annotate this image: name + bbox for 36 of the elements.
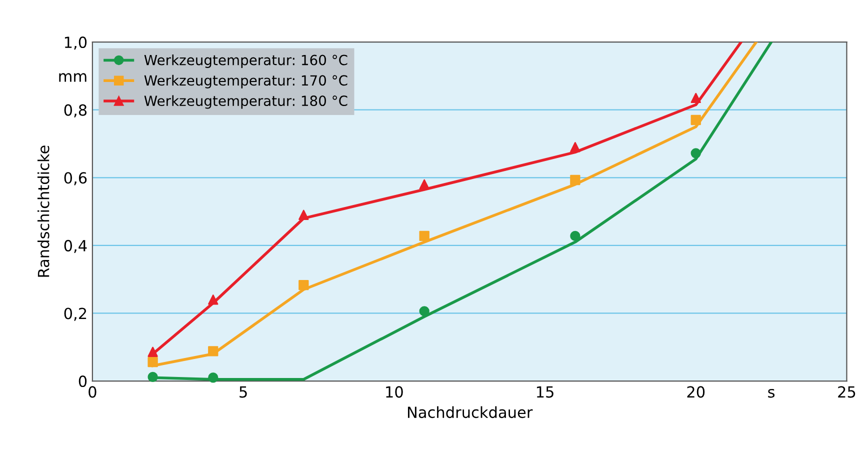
point (570, 230, 580, 242)
x-tick-label: 25 (838, 386, 856, 398)
y-tick-label: 0,6 (64, 172, 87, 186)
point (570, 174, 580, 186)
point (148, 346, 158, 357)
x-tick-label: 20 (687, 386, 705, 398)
x-tick-label: 0 (88, 386, 96, 398)
y-tick-label: 0 (78, 376, 87, 388)
legend-label: Werkzeugtemperatur: 160 °C (144, 54, 348, 68)
legend-label: Werkzeugtemperatur: 170 °C (144, 74, 348, 88)
point (208, 372, 218, 383)
point (148, 372, 158, 382)
y-tick-label: mm (59, 73, 86, 82)
point (690, 148, 701, 158)
x-tick-label: 15 (536, 386, 554, 398)
point (419, 179, 430, 190)
x-tick-label: 10 (386, 386, 403, 398)
point (690, 92, 701, 104)
y-tick-label: 1,0 (64, 36, 87, 50)
point (690, 114, 701, 126)
y-axis-title: Randschichtdicke (37, 146, 50, 277)
legend-label: Werkzeugtemperatur: 180 °C (144, 95, 348, 109)
point (298, 280, 309, 290)
point (208, 346, 218, 356)
point (208, 294, 218, 305)
point (570, 142, 580, 152)
point (419, 230, 430, 242)
point (298, 210, 309, 220)
x-tick-label: 5 (240, 386, 247, 398)
x-axis-title: Nachdruckdauer (408, 406, 533, 418)
y-tick-label: 0,4 (64, 240, 87, 254)
point (419, 306, 430, 316)
y-tick-label: 0,8 (64, 104, 87, 118)
y-tick-label: 0,2 (64, 308, 86, 321)
point (148, 356, 158, 368)
x-tick-label: s (768, 388, 775, 398)
